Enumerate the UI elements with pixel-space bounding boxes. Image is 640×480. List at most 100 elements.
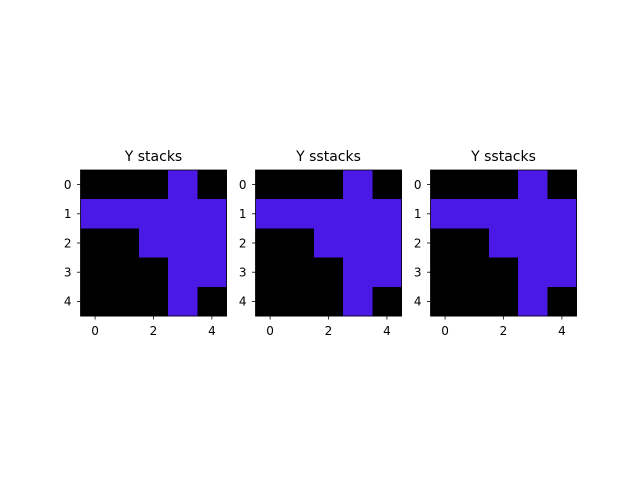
- y-tick-label: 3: [239, 266, 247, 280]
- heatmap-cell: [80, 199, 111, 229]
- heatmap-cell: [343, 257, 373, 288]
- heatmap-cell: [372, 170, 402, 200]
- heatmap-cell: [284, 286, 315, 317]
- heatmap-cell: [197, 257, 227, 288]
- heatmap-cell: [343, 170, 373, 200]
- x-tick-label: 4: [383, 324, 391, 338]
- x-tick-label: 4: [208, 324, 216, 338]
- heatmap-cell: [343, 199, 373, 229]
- heatmap-cell: [255, 257, 286, 288]
- heatmap-cell: [168, 286, 198, 317]
- heatmap-cell: [430, 199, 461, 229]
- heatmap-cell: [547, 199, 577, 229]
- y-tick-label: 3: [64, 266, 72, 280]
- heatmap-cell: [109, 199, 140, 229]
- heatmap-cell: [168, 199, 198, 229]
- x-tick-label: 4: [558, 324, 566, 338]
- heatmap-cell: [197, 286, 227, 317]
- panel-title: Y sstacks: [295, 149, 361, 165]
- heatmap-cell: [343, 228, 373, 258]
- heatmap-cell: [372, 199, 402, 229]
- heatmap-cell: [488, 286, 519, 317]
- heatmap-cell: [313, 286, 344, 317]
- heatmap-cell: [518, 257, 548, 288]
- x-tick-label: 0: [91, 324, 99, 338]
- heatmap-cell: [488, 199, 519, 229]
- x-tick-label: 2: [500, 324, 508, 338]
- heatmap-cell: [372, 257, 402, 288]
- heatmap-cell: [488, 257, 519, 288]
- heatmap-cell: [284, 228, 315, 258]
- heatmap-cell: [372, 228, 402, 258]
- heatmap-cell: [138, 228, 169, 258]
- y-tick-label: 0: [239, 178, 247, 192]
- heatmap-cell: [168, 170, 198, 200]
- y-tick-label: 2: [239, 236, 247, 250]
- heatmap-cell: [459, 286, 490, 317]
- heatmap-cell: [80, 170, 111, 200]
- heatmap-cell: [313, 199, 344, 229]
- heatmap-cell: [547, 257, 577, 288]
- heatmap-cell: [518, 170, 548, 200]
- heatmap-cell: [430, 170, 461, 200]
- heatmap-cell: [138, 199, 169, 229]
- heatmap-cell: [197, 199, 227, 229]
- heatmap-cell: [255, 170, 286, 200]
- heatmap-cell: [459, 199, 490, 229]
- y-tick-label: 0: [64, 178, 72, 192]
- y-tick-label: 3: [414, 266, 422, 280]
- heatmap-cell: [80, 257, 111, 288]
- heatmap-cell: [197, 228, 227, 258]
- heatmap-cell: [459, 257, 490, 288]
- heatmap-cell: [547, 286, 577, 317]
- y-tick-label: 0: [414, 178, 422, 192]
- heatmap-cell: [547, 228, 577, 258]
- heatmap-cell: [109, 170, 140, 200]
- heatmap-cell: [109, 228, 140, 258]
- heatmap-cell: [313, 257, 344, 288]
- x-tick-label: 0: [441, 324, 449, 338]
- heatmap-cell: [488, 228, 519, 258]
- heatmap-cell: [138, 286, 169, 317]
- heatmap-cell: [80, 228, 111, 258]
- heatmap-cell: [284, 257, 315, 288]
- heatmap-cell: [518, 199, 548, 229]
- y-tick-label: 1: [414, 207, 422, 221]
- x-tick-label: 2: [150, 324, 158, 338]
- heatmap-cell: [430, 286, 461, 317]
- heatmap-cell: [459, 228, 490, 258]
- y-tick-label: 2: [414, 236, 422, 250]
- x-tick-label: 2: [325, 324, 333, 338]
- heatmap-cell: [313, 170, 344, 200]
- panel-title: Y sstacks: [470, 149, 536, 165]
- heatmap-cell: [168, 228, 198, 258]
- heatmap-cell: [109, 257, 140, 288]
- heatmap-cell: [430, 228, 461, 258]
- heatmap-cell: [138, 257, 169, 288]
- heatmap-panel-2: Y sstacks 0 1 2 3 4 0 2 4: [239, 149, 402, 338]
- heatmap-cell: [168, 257, 198, 288]
- heatmap-cell: [372, 286, 402, 317]
- heatmap-cell: [138, 170, 169, 200]
- heatmap-panel-3: Y sstacks 0 1 2 3 4 0 2 4: [414, 149, 577, 338]
- heatmap-cell: [313, 228, 344, 258]
- heatmap-cell: [518, 286, 548, 317]
- heatmap-cell: [284, 199, 315, 229]
- y-tick-label: 1: [64, 207, 72, 221]
- heatmap-cell: [109, 286, 140, 317]
- heatmap-cell: [430, 257, 461, 288]
- heatmap-cell: [547, 170, 577, 200]
- heatmap-panel-1: Y stacks 0 1 2 3 4 0 2 4: [64, 149, 227, 338]
- y-tick-label: 1: [239, 207, 247, 221]
- heatmap-cell: [255, 199, 286, 229]
- heatmap-cell: [459, 170, 490, 200]
- heatmap-cell: [80, 286, 111, 317]
- x-tick-label: 0: [266, 324, 274, 338]
- heatmap-cell: [343, 286, 373, 317]
- heatmap-cell: [284, 170, 315, 200]
- heatmap-cell: [518, 228, 548, 258]
- panel-title: Y stacks: [124, 149, 182, 165]
- heatmap-cell: [488, 170, 519, 200]
- heatmap-cell: [255, 286, 286, 317]
